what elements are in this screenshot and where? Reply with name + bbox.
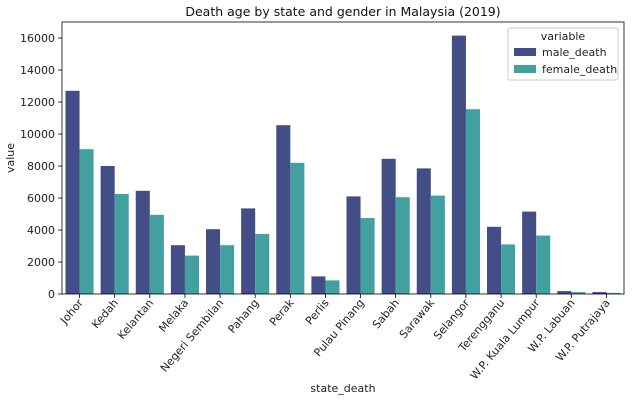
bar-female_death-12 bbox=[501, 244, 516, 294]
bar-female_death-13 bbox=[536, 235, 551, 294]
bar-female_death-5 bbox=[255, 234, 270, 294]
legend: variable male_death female_death bbox=[507, 27, 619, 81]
x-tick-label: Negeri Sembilan bbox=[158, 297, 227, 375]
y-tick-label: 8000 bbox=[27, 160, 55, 173]
x-tick-label: Johor bbox=[57, 296, 86, 327]
bar-female_death-3 bbox=[184, 255, 199, 294]
bar-female_death-11 bbox=[465, 109, 480, 294]
bar-male_death-10 bbox=[416, 168, 431, 294]
bar-male_death-6 bbox=[276, 125, 291, 294]
bar-female_death-9 bbox=[395, 197, 410, 294]
y-tick-label: 12000 bbox=[20, 96, 55, 109]
y-tick-label: 6000 bbox=[27, 192, 55, 205]
bar-male_death-9 bbox=[381, 158, 396, 294]
bar-male_death-3 bbox=[170, 245, 185, 294]
bar-male_death-7 bbox=[311, 276, 326, 294]
x-tick-label: Perak bbox=[267, 296, 297, 328]
x-tick-label: Sabah bbox=[370, 297, 402, 332]
y-tick-label: 10000 bbox=[20, 128, 55, 141]
bar-female_death-6 bbox=[290, 162, 305, 294]
legend-swatch-female_death bbox=[514, 65, 536, 73]
bar-female_death-7 bbox=[325, 280, 340, 294]
bar-female_death-1 bbox=[114, 194, 129, 294]
y-tick-label: 14000 bbox=[20, 64, 55, 77]
y-axis-label: value bbox=[4, 143, 17, 173]
bar-female_death-10 bbox=[430, 195, 445, 294]
legend-label-male_death: male_death bbox=[542, 46, 607, 59]
bar-male_death-11 bbox=[451, 35, 466, 294]
bar-male_death-2 bbox=[135, 190, 150, 294]
bar-female_death-8 bbox=[360, 218, 375, 294]
bar-male_death-4 bbox=[206, 229, 221, 294]
bar-male_death-5 bbox=[241, 208, 256, 294]
y-tick-label: 4000 bbox=[27, 224, 55, 237]
y-tick-label: 2000 bbox=[27, 256, 55, 269]
bar-female_death-15 bbox=[606, 292, 621, 294]
bar-male_death-12 bbox=[487, 226, 502, 294]
bar-female_death-2 bbox=[149, 214, 164, 294]
bar-male_death-1 bbox=[100, 166, 115, 294]
bar-male_death-8 bbox=[346, 196, 361, 294]
bar-female_death-0 bbox=[79, 149, 94, 294]
x-tick-label: Perlis bbox=[303, 296, 332, 327]
x-tick-label: Kelantan bbox=[115, 297, 156, 342]
bar-female_death-4 bbox=[220, 245, 235, 294]
bar-male_death-13 bbox=[522, 211, 537, 294]
legend-title: variable bbox=[541, 30, 586, 43]
y-tick-label: 0 bbox=[48, 288, 55, 301]
bar-female_death-14 bbox=[571, 292, 586, 294]
x-tick-label: Kedah bbox=[89, 297, 121, 332]
plot-frame bbox=[61, 21, 625, 295]
bar-male_death-0 bbox=[65, 90, 80, 294]
legend-label-female_death: female_death bbox=[542, 63, 617, 76]
x-tick-label: Melaka bbox=[156, 297, 191, 335]
bar-male_death-14 bbox=[557, 291, 572, 294]
y-tick-label: 16000 bbox=[20, 32, 55, 45]
legend-swatch-male_death bbox=[514, 48, 536, 56]
chart-title: Death age by state and gender in Malaysi… bbox=[185, 4, 500, 19]
x-axis-label: state_death bbox=[310, 382, 375, 395]
bar-male_death-15 bbox=[592, 292, 607, 294]
x-tick-label: Pahang bbox=[225, 297, 261, 336]
